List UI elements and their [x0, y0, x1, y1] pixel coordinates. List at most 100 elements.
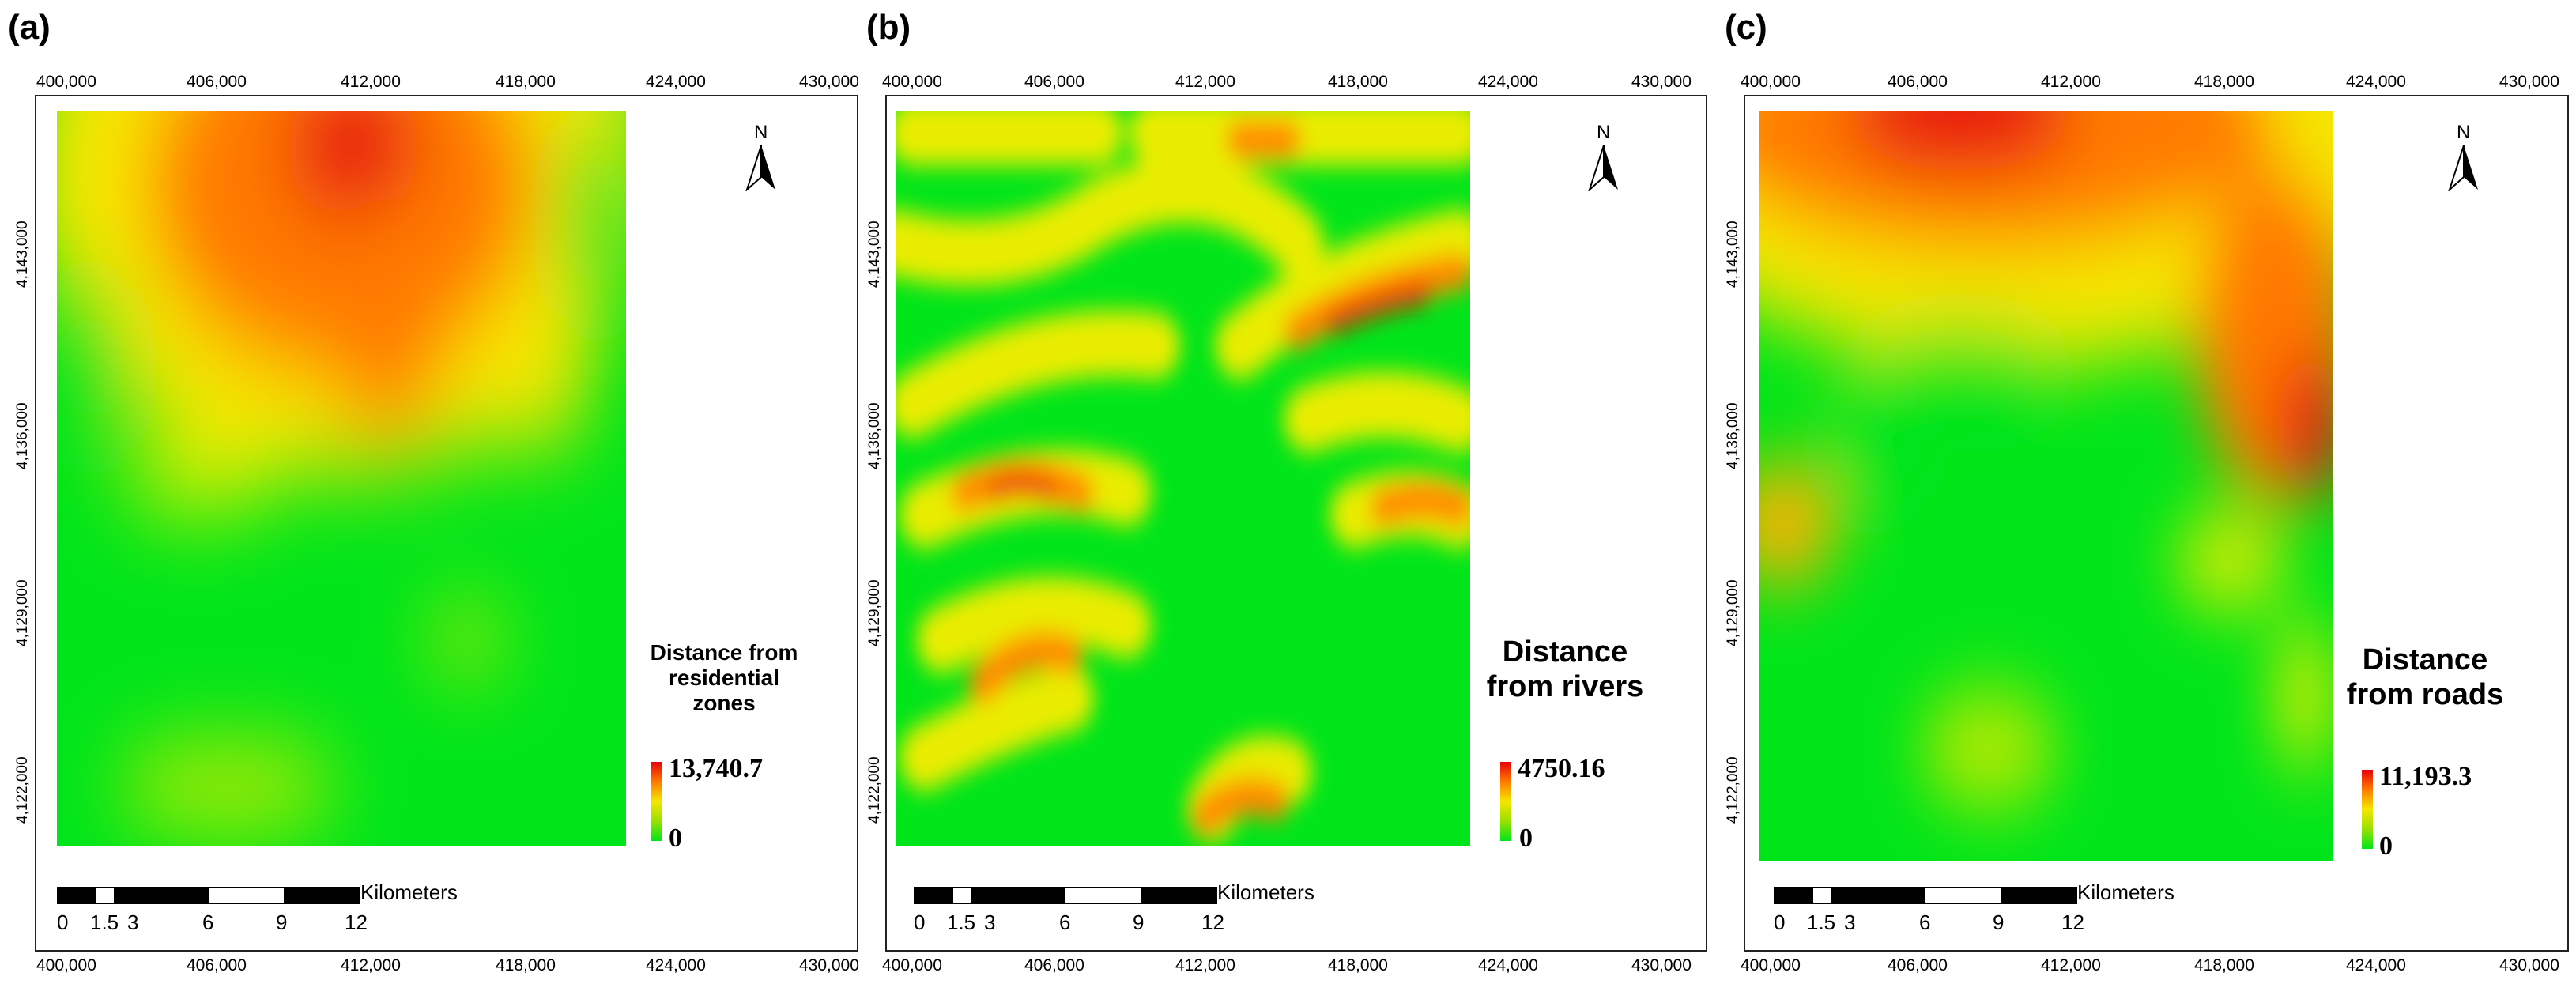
scale-unit: Kilometers — [1217, 880, 1314, 904]
x-tick-top: 412,000 — [341, 73, 401, 91]
x-tick-top: 418,000 — [2194, 73, 2254, 91]
legend-color-ramp — [651, 762, 662, 841]
legend-color-ramp — [1500, 762, 1511, 841]
x-tick-bottom: 424,000 — [2346, 956, 2406, 974]
y-tick-left: 4,136,000 — [14, 402, 31, 469]
x-tick-top: 406,000 — [1888, 73, 1948, 91]
north-arrow-icon: N — [1586, 122, 1622, 193]
scale-number: 6 — [202, 910, 214, 934]
scale-unit: Kilometers — [2077, 880, 2174, 904]
panel-c: (c) 400,000 406,000 412,000 418,000 424,… — [1717, 0, 2576, 995]
y-tick-left: 4,122,000 — [1725, 756, 1741, 824]
scale-number: 1.5 — [90, 910, 119, 934]
scale-bar — [1774, 887, 2077, 904]
y-tick-left: 4,122,000 — [14, 756, 31, 824]
legend-title-line: zones — [692, 691, 756, 716]
x-tick-bottom: 406,000 — [1888, 956, 1948, 974]
x-tick-bottom: 412,000 — [2041, 956, 2101, 974]
legend-max-value: 13,740.7 — [669, 754, 763, 783]
x-tick-top: 424,000 — [646, 73, 706, 91]
distance-raster — [896, 111, 1470, 846]
legend-title: Distance from rivers — [1470, 635, 1660, 704]
scale-number: 1.5 — [947, 910, 976, 934]
x-tick-bottom: 418,000 — [1328, 956, 1388, 974]
x-tick-bottom: 412,000 — [1175, 956, 1235, 974]
x-tick-top: 418,000 — [496, 73, 556, 91]
legend-min-value: 0 — [2379, 831, 2393, 861]
x-tick-bottom: 400,000 — [882, 956, 942, 974]
north-arrow-icon: N — [743, 122, 779, 193]
legend-title: Distance from residential zones — [629, 640, 819, 717]
north-label: N — [2457, 122, 2471, 143]
scale-number: 9 — [1133, 910, 1145, 934]
scale-number: 3 — [127, 910, 139, 934]
north-label: N — [754, 122, 768, 143]
map-frame: Distance from rivers 4750.16 0 N Kilomet… — [885, 95, 1707, 952]
y-tick-left: 4,129,000 — [866, 579, 883, 646]
x-tick-top: 406,000 — [1024, 73, 1084, 91]
y-tick-left: 4,143,000 — [14, 220, 31, 288]
x-tick-bottom: 418,000 — [496, 956, 556, 974]
y-tick-left: 4,143,000 — [866, 220, 883, 288]
scale-number: 0 — [914, 910, 926, 934]
scale-number: 0 — [1774, 910, 1786, 934]
map-frame: Distance from residential zones 13,740.7… — [35, 95, 858, 952]
x-tick-top: 412,000 — [1175, 73, 1235, 91]
y-tick-left: 4,136,000 — [1725, 402, 1741, 469]
x-tick-top: 400,000 — [1741, 73, 1801, 91]
y-tick-left: 4,129,000 — [14, 579, 31, 646]
scale-bar — [57, 887, 360, 904]
legend-title-line: residential — [668, 665, 780, 691]
y-tick-left: 4,136,000 — [866, 402, 883, 469]
legend-max-value: 11,193.3 — [2379, 762, 2472, 791]
scale-number: 0 — [57, 910, 69, 934]
panel-b: (b) 400,000 406,000 412,000 418,000 424,… — [858, 0, 1717, 995]
scale-number: 9 — [276, 910, 288, 934]
north-arrow-icon: N — [2446, 122, 2482, 193]
x-tick-top: 424,000 — [2346, 73, 2406, 91]
x-tick-top: 430,000 — [2499, 73, 2559, 91]
scale-number: 12 — [1201, 910, 1224, 934]
x-tick-bottom: 430,000 — [2499, 956, 2559, 974]
panel-a: (a) 400,000 406,000 412,000 418,000 424,… — [0, 0, 859, 995]
x-tick-bottom: 406,000 — [187, 956, 247, 974]
x-tick-top: 400,000 — [882, 73, 942, 91]
x-tick-bottom: 406,000 — [1024, 956, 1084, 974]
scale-number: 1.5 — [1807, 910, 1836, 934]
distance-raster — [1759, 111, 2333, 861]
map-frame: Distance from roads 11,193.3 0 N Kilomet… — [1744, 95, 2569, 952]
legend-title-line: Distance — [1502, 635, 1628, 669]
legend-min-value: 0 — [1519, 824, 1533, 853]
panel-label: (b) — [866, 8, 911, 47]
x-tick-top: 430,000 — [1631, 73, 1692, 91]
raster-image — [896, 111, 1470, 846]
legend-title-line: Distance from — [650, 640, 798, 665]
x-tick-bottom: 424,000 — [1478, 956, 1538, 974]
x-tick-bottom: 424,000 — [646, 956, 706, 974]
scale-number: 3 — [984, 910, 996, 934]
x-tick-top: 418,000 — [1328, 73, 1388, 91]
x-tick-bottom: 400,000 — [36, 956, 96, 974]
scale-number: 6 — [1059, 910, 1071, 934]
scale-bar — [914, 887, 1217, 904]
x-tick-top: 412,000 — [2041, 73, 2101, 91]
raster-image — [57, 111, 626, 846]
scale-number: 9 — [1993, 910, 2005, 934]
scale-number: 3 — [1844, 910, 1856, 934]
x-tick-top: 424,000 — [1478, 73, 1538, 91]
x-tick-top: 406,000 — [187, 73, 247, 91]
scale-number: 12 — [2061, 910, 2084, 934]
y-tick-left: 4,143,000 — [1725, 220, 1741, 288]
x-tick-bottom: 418,000 — [2194, 956, 2254, 974]
legend-min-value: 0 — [669, 824, 682, 853]
legend-color-ramp — [2362, 770, 2373, 849]
x-tick-bottom: 400,000 — [1741, 956, 1801, 974]
panel-label: (a) — [8, 8, 51, 47]
x-tick-bottom: 412,000 — [341, 956, 401, 974]
panel-label: (c) — [1725, 8, 1767, 47]
x-tick-top: 430,000 — [799, 73, 859, 91]
legend-title: Distance from roads — [2330, 643, 2520, 712]
legend-max-value: 4750.16 — [1518, 754, 1605, 783]
distance-raster — [57, 111, 626, 846]
y-tick-left: 4,122,000 — [866, 756, 883, 824]
